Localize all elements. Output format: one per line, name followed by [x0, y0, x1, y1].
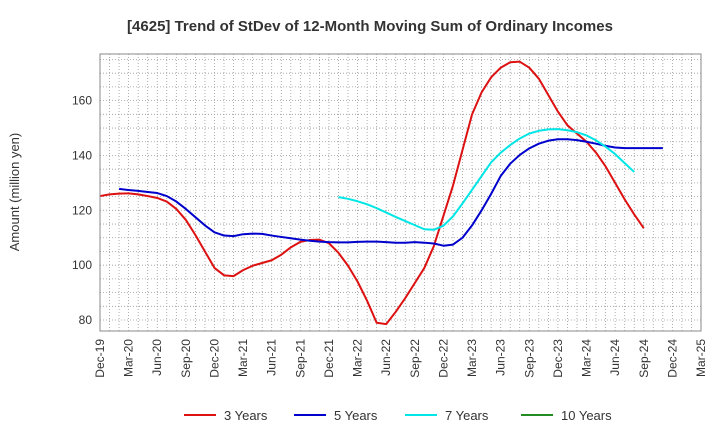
legend: 3 Years 5 Years 7 Years 10 Years [184, 408, 612, 423]
series-line-5-years [118, 138, 663, 247]
y-axis-label: Amount (million yen) [7, 133, 22, 252]
x-tick-label: Sep-23 [522, 339, 536, 378]
grid [99, 54, 702, 331]
x-tick-label: Mar-25 [694, 339, 708, 377]
y-tick-label: 100 [72, 258, 92, 272]
x-tick-label: Jun-20 [150, 339, 164, 376]
legend-label: 5 Years [334, 408, 378, 423]
legend-label: 7 Years [445, 408, 489, 423]
series-line-3-years [99, 60, 645, 326]
x-tick-label: Mar-23 [465, 339, 479, 377]
y-tick-labels: 80 100 120 140 160 [72, 94, 92, 327]
x-tick-label: Dec-21 [322, 339, 336, 378]
legend-label: 3 Years [224, 408, 268, 423]
x-tick-label: Sep-24 [637, 339, 651, 378]
legend-label: 10 Years [561, 408, 612, 423]
x-tick-label: Mar-21 [236, 339, 250, 377]
x-tick-label: Jun-21 [265, 339, 279, 376]
x-tick-label: Sep-20 [179, 339, 193, 378]
x-tick-labels: Dec-19 Mar-20 Jun-20 Sep-20 Dec-20 Mar-21 Jun-… [93, 339, 708, 378]
x-tick-label: Jun-24 [608, 339, 622, 376]
x-tick-label: Sep-22 [408, 339, 422, 378]
x-tick-label: Dec-20 [207, 339, 221, 378]
x-tick-label: Dec-24 [665, 339, 679, 378]
x-tick-label: Dec-22 [436, 339, 450, 378]
x-tick-label: Jun-22 [379, 339, 393, 376]
x-tick-label: Mar-24 [580, 339, 594, 377]
x-tick-label: Dec-19 [93, 339, 107, 378]
x-tick-label: Dec-23 [551, 339, 565, 378]
x-tick-label: Mar-22 [351, 339, 365, 377]
series-line-7-years [338, 128, 635, 231]
y-tick-label: 160 [72, 94, 92, 108]
x-tick-label: Mar-20 [122, 339, 136, 377]
chart-title: [4625] Trend of StDev of 12-Month Moving… [127, 18, 613, 35]
y-tick-label: 80 [79, 313, 93, 327]
plot-frame [99, 53, 702, 332]
series-layer [99, 60, 663, 326]
x-tick-label: Sep-21 [293, 339, 307, 378]
y-tick-label: 140 [72, 148, 92, 162]
y-tick-label: 120 [72, 203, 92, 217]
x-tick-label: Jun-23 [494, 339, 508, 376]
